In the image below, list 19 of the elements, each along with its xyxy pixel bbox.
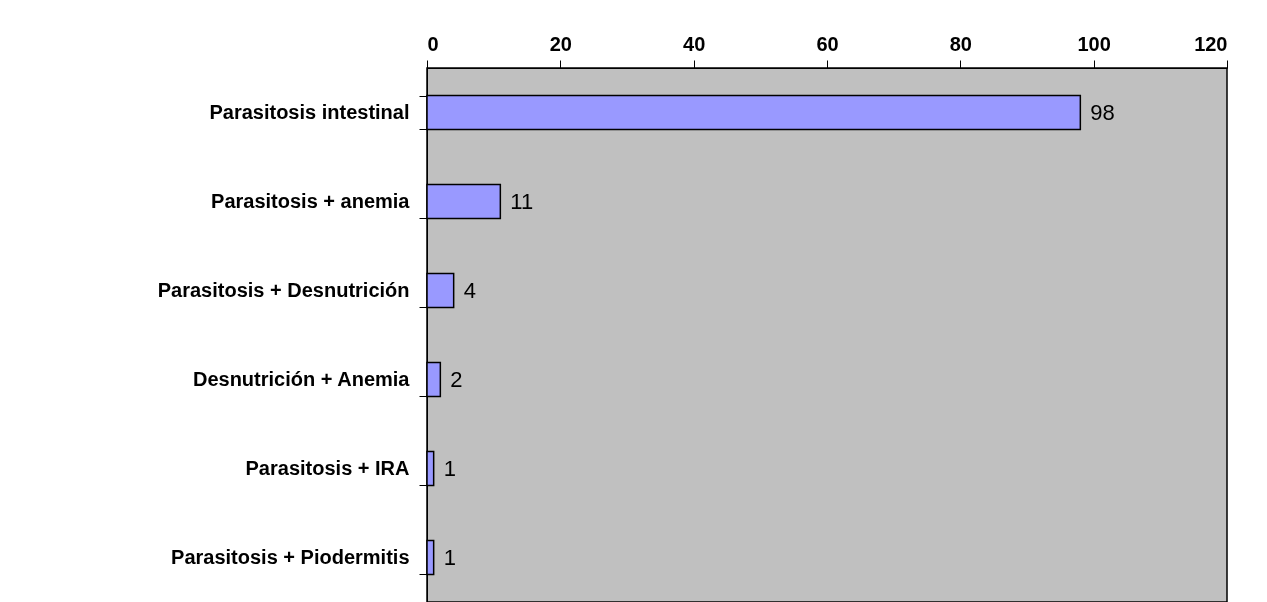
x-tick-label: 20: [549, 32, 572, 55]
y-tick-label: Parasitosis + anemia: [211, 190, 411, 212]
y-tick-label: Parasitosis + Piodermitis: [171, 546, 410, 568]
x-tick-label: 40: [683, 32, 706, 55]
data-label: 1: [443, 455, 456, 481]
y-tick-label: Parasitosis + IRA: [245, 457, 410, 479]
y-tick-label: Parasitosis intestinal: [209, 101, 410, 123]
data-label: 2: [450, 366, 463, 392]
x-tick-label: 60: [816, 32, 839, 55]
y-tick-label: Desnutrición + Anemia: [192, 368, 411, 390]
x-tick-label: 120: [1194, 32, 1228, 55]
x-tick-label: 0: [427, 32, 439, 55]
data-label: 1: [443, 544, 456, 570]
x-tick-label: 100: [1077, 32, 1111, 55]
data-label: 4: [463, 277, 476, 303]
x-tick-label: 80: [949, 32, 972, 55]
y-tick-label: Parasitosis + Desnutrición: [157, 279, 410, 301]
data-label: 11: [510, 188, 534, 214]
data-label: 98: [1090, 99, 1115, 125]
